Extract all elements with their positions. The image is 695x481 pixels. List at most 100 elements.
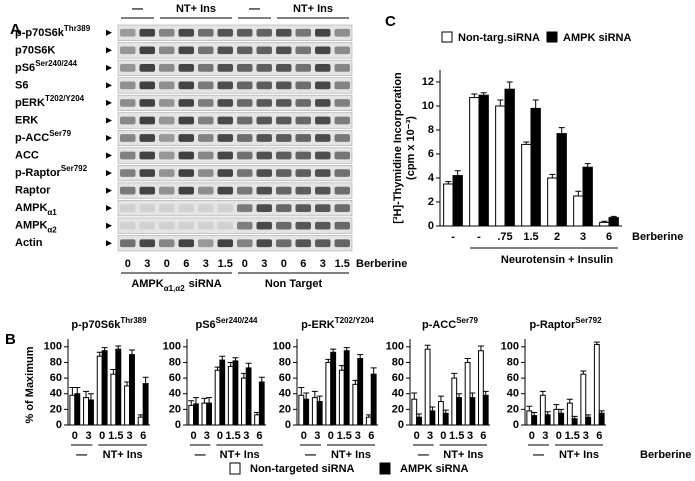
treatment-label: — [249,3,260,15]
bar [188,404,195,426]
band [139,204,155,213]
x-tick-label: .75 [497,231,512,243]
y-axis-label: % of Maximum [24,346,36,423]
error-bar [553,404,560,410]
protein-label-part: p-p70S6k [15,27,65,39]
bar [325,361,332,426]
band [295,221,311,230]
band [178,204,194,213]
y-tick-label: 0 [56,419,62,431]
row-arrow [106,117,112,124]
band [178,239,194,248]
band [315,63,331,72]
chart-title-part: pS6 [195,319,215,331]
band [334,28,350,37]
x-tick-label: 1.5 [108,430,123,442]
band [178,63,194,72]
bar [452,175,463,227]
legend-label: Non-targeted siRNA [250,463,355,475]
protein-label-part: α1 [47,208,57,217]
bar [571,418,578,426]
band [256,99,272,107]
x-tick-label: 6 [606,231,612,243]
group-label: NT+ Ins [220,449,260,461]
band [295,28,311,37]
blot-row [117,59,353,76]
error-bar [298,386,305,396]
group-label: — [195,449,206,461]
group-label: NT+ Ins [331,449,371,461]
protein-label: ERK [15,114,38,126]
error-bar [464,358,471,363]
band [276,63,292,72]
sirna-label-part: α1,α2 [164,284,186,293]
bar [357,358,364,426]
x-tick-label: 1.5 [523,231,538,243]
panel-letter: C [385,13,396,30]
band [315,221,331,230]
bar [608,217,619,227]
protein-label-part: S6 [15,79,28,91]
y-tick-label: 100 [386,341,404,353]
error-bar [526,405,533,411]
bar [352,383,359,426]
x-axis-label: Berberine [632,231,683,243]
band [256,239,272,248]
band [178,221,194,230]
error-bar [343,347,350,351]
lane-label: 0 [242,258,248,270]
blot-row [117,200,353,217]
y-axis-label: [³H]-Thymidine Incorporation [392,72,404,224]
bar [585,416,592,426]
error-bar [411,392,418,400]
band [217,28,233,37]
band [334,239,350,248]
x-tick-label: 6 [140,430,146,442]
row-arrow [106,170,112,177]
band [139,186,155,195]
band [159,99,175,107]
error-bar [482,390,489,396]
bar [343,350,350,426]
sirna-label: Non Target [265,278,323,290]
band [198,116,214,125]
x-tick-label: 1.5 [337,430,352,442]
x-tick-label: 3 [204,430,210,442]
bar [96,355,103,426]
bar [101,350,108,426]
bar [330,351,337,426]
error-bar [445,181,452,184]
protein-label-part: ERK [15,114,38,126]
x-tick-label: 3 [126,430,132,442]
protein-label: S6 [15,79,28,91]
band [237,134,253,142]
bar [451,377,458,426]
bar [539,394,546,426]
protein-label-part: ACC [15,149,39,161]
error-bar [471,93,478,98]
y-tick-label: 20 [507,403,519,415]
band [139,151,155,160]
x-tick-label: 1.5 [225,430,240,442]
bar [443,183,454,227]
y-tick-label: 80 [50,356,62,368]
x-tick-label: 0 [301,430,307,442]
band [120,204,136,213]
bar [599,221,610,227]
lane-label: 6 [300,258,306,270]
band [159,63,175,72]
y-tick-label: 80 [279,356,291,368]
protein-label: p-p70S6kThr389 [15,23,91,38]
chart-title: p-p70S6kThr389 [71,316,147,331]
legend-swatch [441,31,453,43]
band [120,151,136,160]
x-tick-label: 6 [596,430,602,442]
band [217,169,233,177]
band [334,151,350,160]
band [178,134,194,142]
band [334,204,350,213]
band [159,221,175,230]
band [120,169,136,177]
band [217,99,233,107]
error-bar [532,99,539,109]
